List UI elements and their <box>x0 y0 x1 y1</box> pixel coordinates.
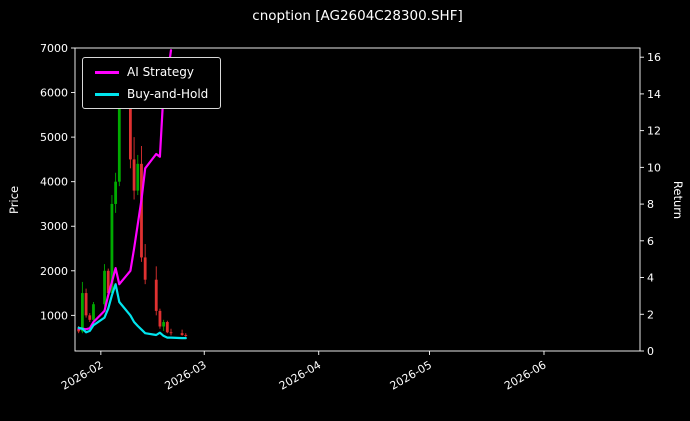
candle-body <box>114 181 118 204</box>
return-tick-label: 16 <box>647 51 661 64</box>
candle-body <box>162 322 166 327</box>
x-tick-label: 2026-06 <box>502 358 548 392</box>
candle-body <box>92 304 95 320</box>
candle-body <box>154 279 158 311</box>
price-tick-label: 7000 <box>40 42 68 55</box>
legend-item-ai-strategy: AI Strategy <box>95 65 208 79</box>
candle-body <box>77 328 81 332</box>
candle-body <box>117 101 121 182</box>
ai-strategy-line-swatch <box>95 70 119 74</box>
candlestick-series <box>77 65 188 338</box>
return-axis-label: Return <box>671 180 685 220</box>
candle-body <box>80 293 84 332</box>
x-tick-label: 2026-05 <box>388 358 434 392</box>
candle-body <box>106 270 110 294</box>
series-line-buy-and-hold <box>77 283 187 340</box>
candle-body <box>158 310 162 327</box>
candle-body <box>103 270 106 305</box>
candle-body <box>128 101 132 160</box>
return-tick-label: 6 <box>647 235 654 248</box>
axis-ticks <box>71 47 644 355</box>
price-tick-label: 2000 <box>40 265 68 278</box>
return-tick-label: 14 <box>647 88 661 101</box>
candle-body <box>165 322 169 333</box>
candle-body <box>136 163 140 191</box>
x-tick-label: 2026-03 <box>162 358 208 392</box>
candle-body <box>88 315 92 320</box>
price-tick-label: 4000 <box>40 176 68 189</box>
candle-body <box>140 163 143 258</box>
return-tick-label: 8 <box>647 198 654 211</box>
price-axis-label: Price <box>7 185 21 215</box>
price-tick-label: 6000 <box>40 87 68 100</box>
return-tick-label: 10 <box>647 161 661 174</box>
candle-body <box>143 257 147 280</box>
candle-body <box>184 334 188 336</box>
x-tick-label: 2026-02 <box>59 358 105 392</box>
price-tick-label: 5000 <box>40 131 68 144</box>
legend-item-buy-and-hold: Buy-and-Hold <box>95 87 208 101</box>
candle-body <box>180 333 184 335</box>
legend-label-buy-and-hold: Buy-and-Hold <box>127 87 209 101</box>
candle-body <box>110 203 114 294</box>
return-tick-label: 12 <box>647 125 661 138</box>
legend-label-ai-strategy: AI Strategy <box>127 65 194 79</box>
return-tick-label: 0 <box>647 345 654 358</box>
candle-body <box>169 332 173 334</box>
x-tick-label: 2026-04 <box>277 358 323 392</box>
legend: AI Strategy Buy-and-Hold <box>82 57 222 109</box>
price-tick-label: 1000 <box>40 309 68 322</box>
return-tick-label: 2 <box>647 308 654 321</box>
return-tick-label: 4 <box>647 272 654 285</box>
chart-title: cnoption [AG2604C28300.SHF] <box>252 8 463 24</box>
candle-body <box>84 293 88 316</box>
buy-and-hold-line-swatch <box>95 92 119 96</box>
price-tick-label: 3000 <box>40 220 68 233</box>
candle-body <box>132 159 136 191</box>
series-line-ai-strategy <box>77 49 173 331</box>
